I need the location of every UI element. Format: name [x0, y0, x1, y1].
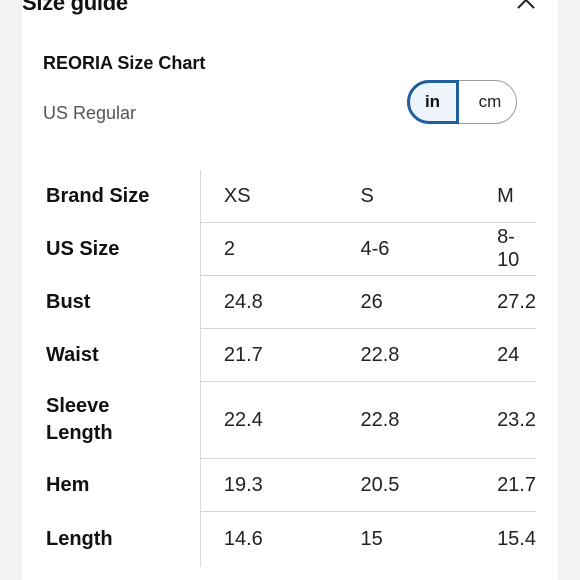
- table-cell: 21.7: [200, 328, 338, 382]
- table-cell: 22.8: [337, 381, 475, 459]
- table-cell: 4-6: [337, 222, 475, 276]
- chart-title: REORIA Size Chart: [43, 53, 206, 73]
- header-title: Size guide: [22, 0, 128, 15]
- table-cell: 15.4: [497, 528, 536, 550]
- row-label: Waist: [22, 328, 201, 382]
- table-cell: 14.6: [223, 528, 263, 550]
- table-cell: 26: [337, 275, 475, 329]
- table-row: Length 14.6 15 15.4: [22, 511, 536, 567]
- table-row: Waist 21.7 22.8 24: [22, 328, 536, 382]
- unit-cm-button[interactable]: cm: [478, 91, 502, 111]
- table-row: Bust 24.8 26 27.2: [22, 275, 536, 329]
- row-label: Length: [22, 511, 201, 567]
- size-guide-panel: Size guide REORIA Size Chart US Regular …: [22, 0, 558, 580]
- close-icon[interactable]: [516, 0, 536, 10]
- table-cell: 22.4: [200, 381, 338, 459]
- table-cell: 20.5: [337, 458, 475, 512]
- table-cell: 8-10: [474, 222, 536, 276]
- row-label: US Size: [22, 222, 201, 276]
- table-cell: 2: [200, 222, 338, 276]
- table-cell: 21.7: [474, 458, 536, 512]
- table-row: Brand Size XS S M: [22, 170, 536, 223]
- table-row: Sleeve Length 22.4 22.8 23.2: [22, 381, 536, 459]
- unit-inch-button[interactable]: in: [406, 79, 459, 124]
- table-row: Hem 19.3 20.5 21.7: [22, 458, 536, 512]
- table-cell: XS: [200, 170, 338, 223]
- row-label: Hem: [22, 458, 201, 512]
- table-cell: 23.2: [474, 381, 536, 459]
- table-cell: 19.3: [200, 458, 338, 512]
- table-cell: 15: [360, 528, 383, 550]
- unit-toggle: in cm: [406, 79, 517, 124]
- row-label: Sleeve Length: [22, 381, 201, 459]
- row-label: Bust: [22, 275, 201, 329]
- size-table: Brand Size XS S M US Size 2 4-6 8-10 Bus…: [22, 170, 536, 567]
- region-label: US Regular: [43, 103, 137, 123]
- row-label: Brand Size: [22, 170, 201, 223]
- table-cell: 24.8: [200, 275, 338, 329]
- table-cell: M: [474, 170, 536, 223]
- table-cell: 24: [474, 328, 536, 382]
- table-row: US Size 2 4-6 8-10: [22, 222, 536, 276]
- table-cell: 22.8: [337, 328, 475, 382]
- table-cell: 27.2: [474, 275, 536, 329]
- table-cell: S: [337, 170, 475, 223]
